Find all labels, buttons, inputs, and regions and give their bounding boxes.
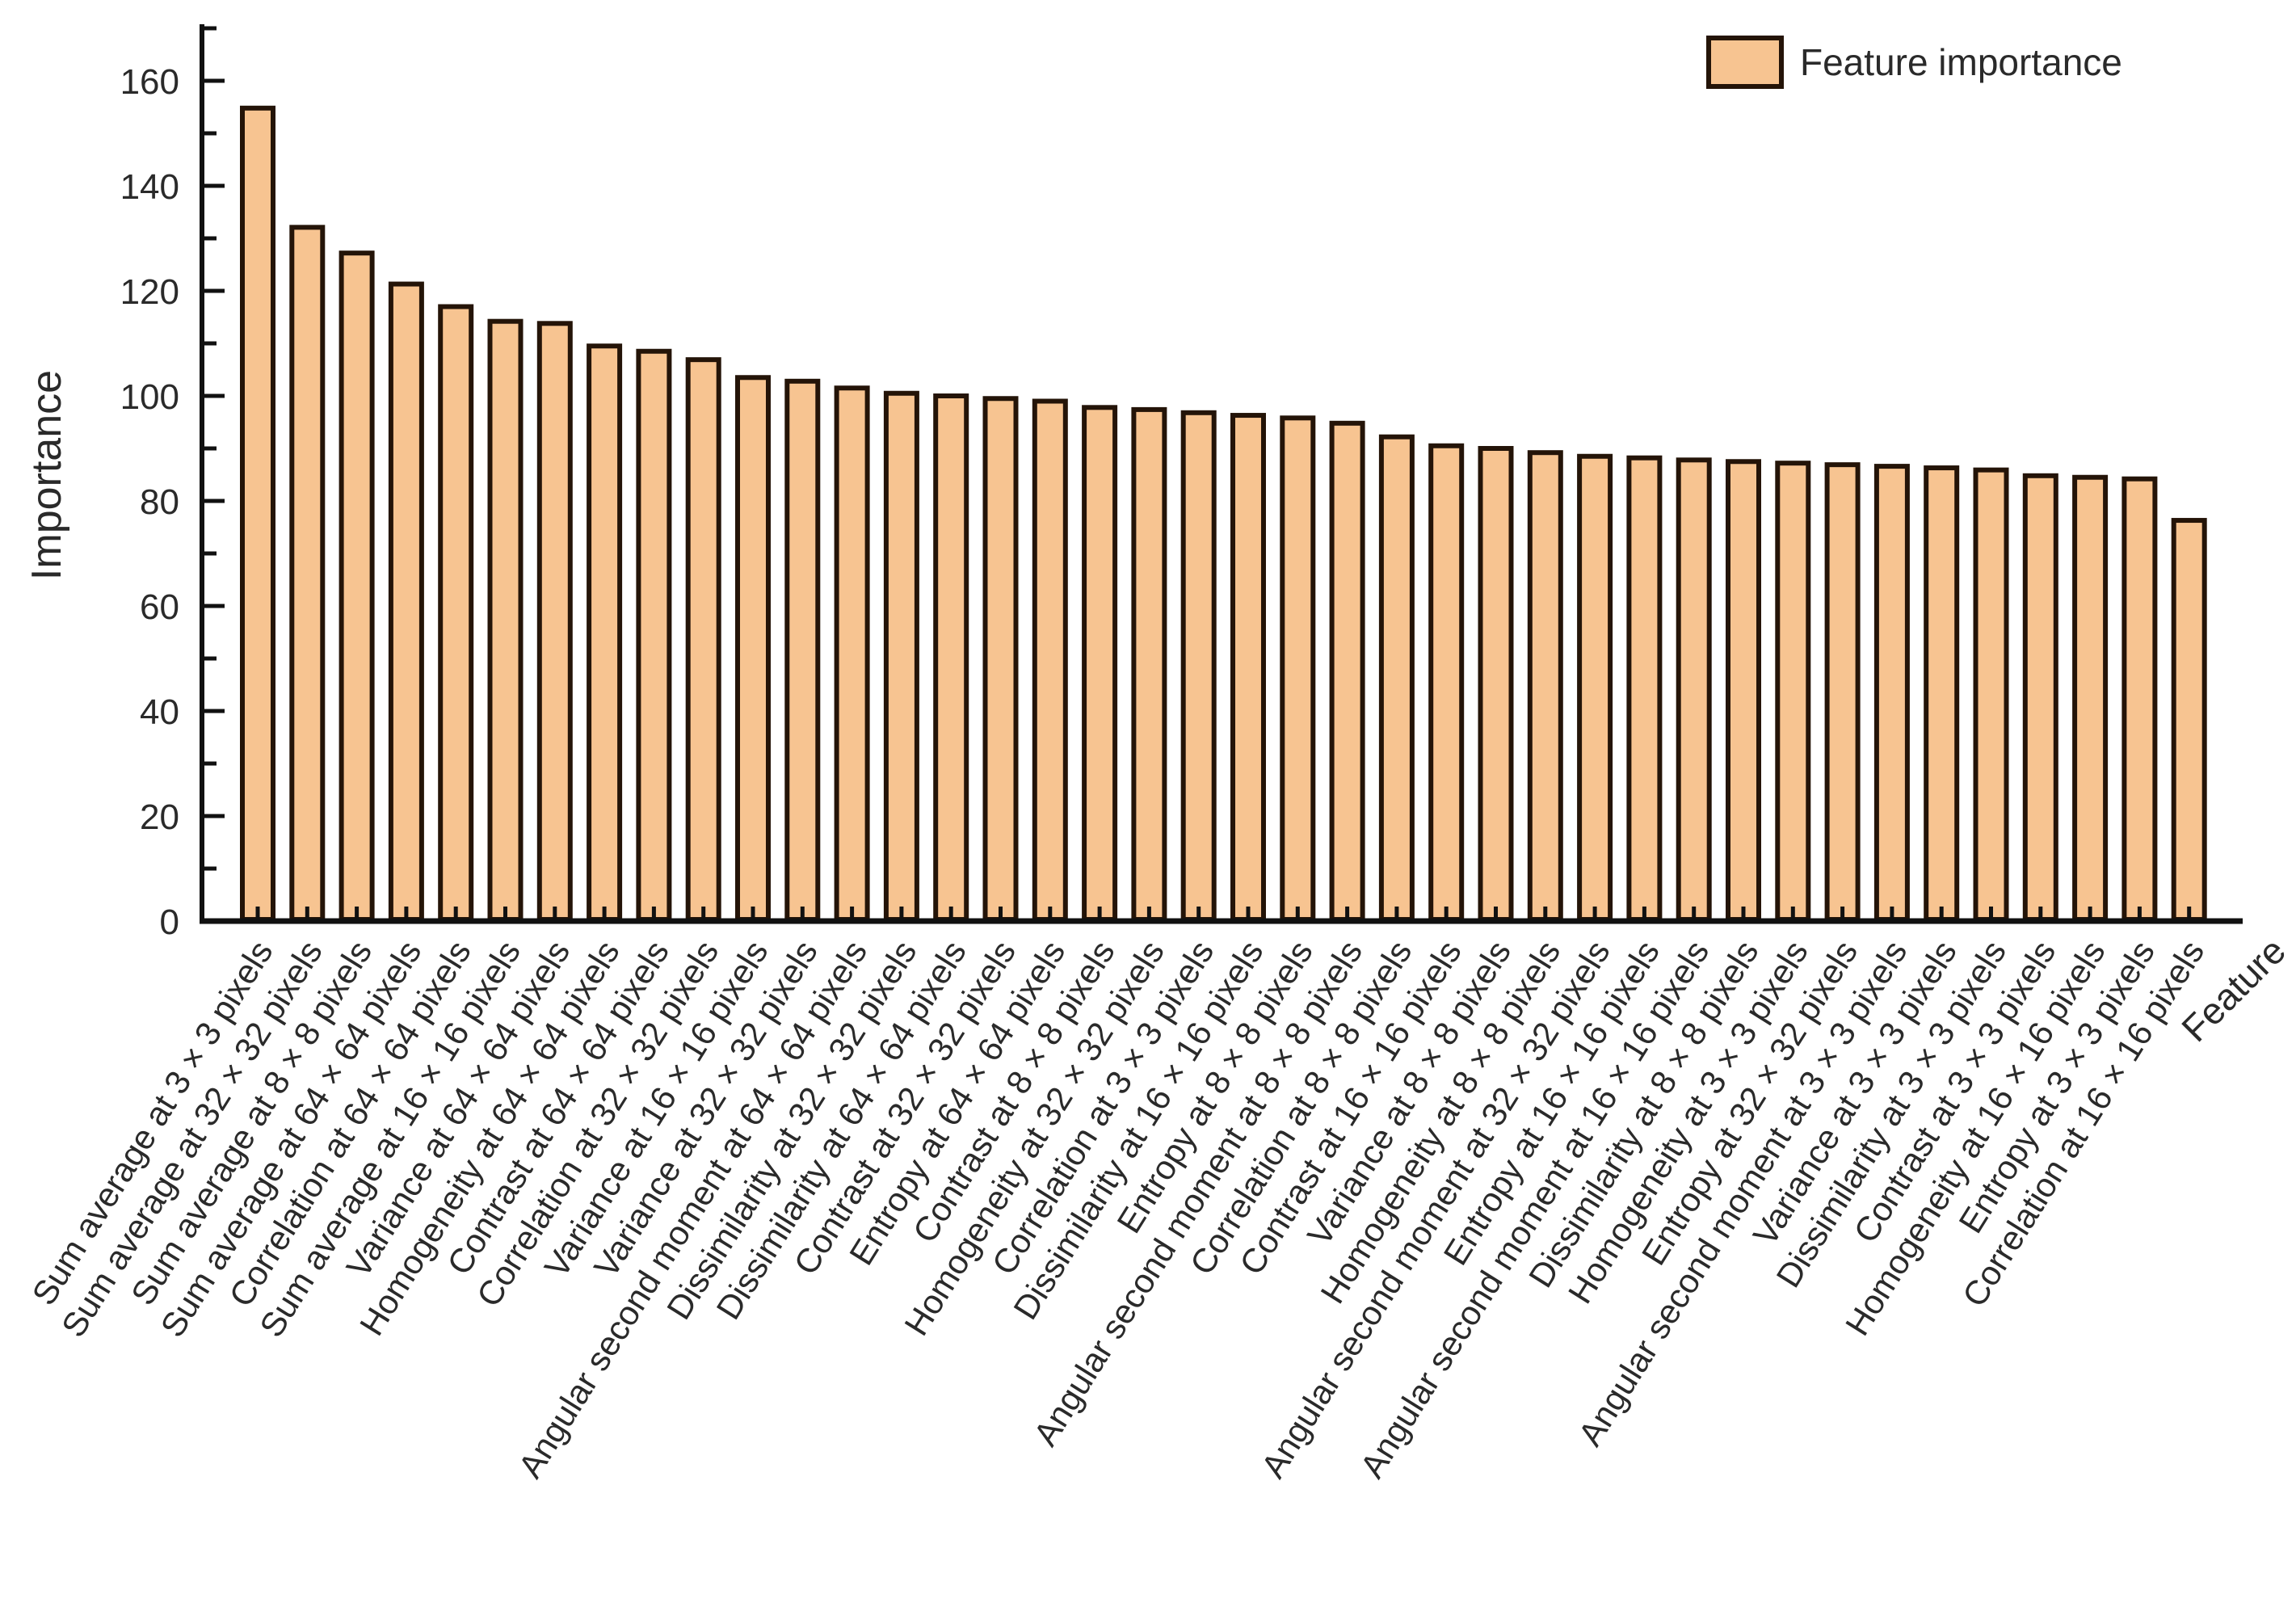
y-tick-label: 0: [160, 902, 179, 942]
bar: [438, 304, 474, 922]
bar: [1577, 453, 1613, 922]
bar: [784, 378, 821, 922]
bar: [1329, 420, 1365, 922]
bar: [1775, 461, 1811, 922]
bar: [1973, 467, 2009, 922]
y-tick-label: 160: [120, 62, 179, 102]
y-axis-title: Importance: [23, 369, 70, 581]
bar: [1676, 457, 1712, 922]
bar: [240, 105, 275, 923]
bar: [1924, 465, 1960, 922]
bar: [1032, 398, 1068, 922]
bar: [933, 393, 969, 922]
bar: [536, 321, 573, 922]
bar: [636, 348, 672, 922]
bar: [1230, 413, 1266, 922]
bar: [982, 396, 1019, 922]
bar: [834, 385, 870, 922]
y-tick-label: 60: [140, 587, 179, 627]
legend-label: Feature importance: [1800, 41, 2122, 83]
bar: [487, 318, 524, 922]
bar: [1478, 446, 1514, 922]
y-tick-label: 120: [120, 272, 179, 312]
bar: [685, 357, 721, 922]
bar: [1726, 459, 1761, 922]
y-tick-label: 20: [140, 797, 179, 837]
bar: [883, 390, 919, 922]
bar: [2121, 476, 2158, 922]
y-tick-label: 140: [120, 167, 179, 207]
y-tick-label: 40: [140, 692, 179, 732]
y-tick-label: 80: [140, 482, 179, 522]
bar: [1131, 406, 1167, 922]
bar: [1626, 455, 1663, 922]
bar: [2022, 473, 2058, 922]
bar: [1378, 434, 1415, 922]
legend-swatch: [1706, 36, 1784, 89]
bar: [1082, 405, 1118, 922]
bar: [735, 375, 771, 922]
bar: [2171, 518, 2207, 922]
bar: [289, 225, 326, 923]
bar: [587, 343, 623, 922]
bar: [1180, 410, 1217, 922]
bar: [2072, 474, 2109, 922]
bar: [388, 281, 424, 922]
legend: Feature importance: [1706, 36, 2122, 89]
bar: [1280, 415, 1316, 922]
y-tick-label: 100: [120, 377, 179, 417]
bar: [1873, 464, 1910, 922]
bar: [1428, 443, 1465, 922]
bar: [1527, 450, 1563, 922]
bar: [1824, 462, 1861, 922]
bar: [339, 250, 375, 922]
